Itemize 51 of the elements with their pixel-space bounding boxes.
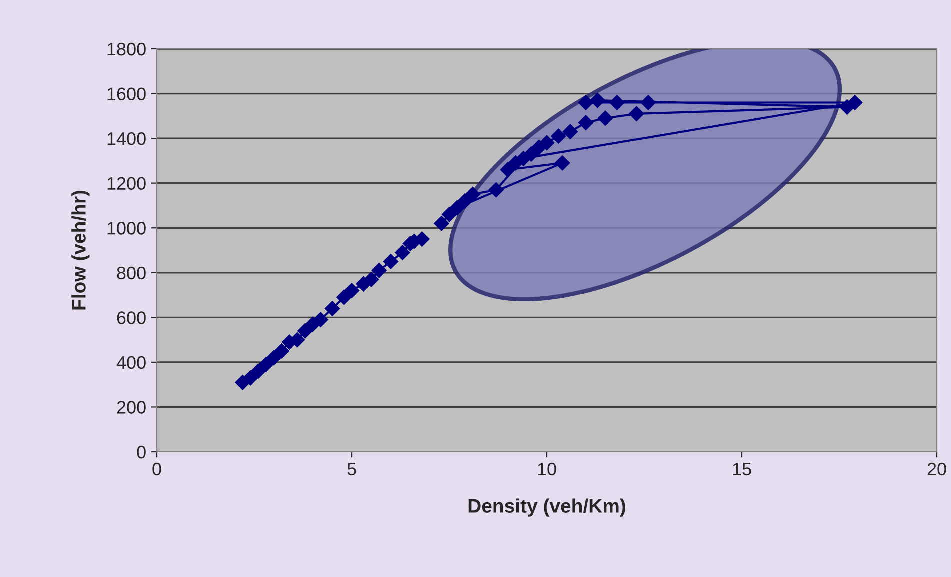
x-tick-label: 5 xyxy=(348,463,356,476)
y-tick-label: 400 xyxy=(116,356,146,370)
x-tick-label: 15 xyxy=(733,463,752,476)
y-tick-label: 200 xyxy=(117,401,146,414)
y-tick-label: 1800 xyxy=(108,42,146,56)
point xyxy=(395,245,410,260)
point xyxy=(640,95,656,110)
y-tick-label: 800 xyxy=(117,266,146,280)
point xyxy=(250,364,266,379)
y-tick-label: 1600 xyxy=(108,88,146,100)
x-tick-label: 0 xyxy=(152,462,162,476)
point xyxy=(450,200,465,216)
point xyxy=(313,312,328,328)
x-tick-label: 20 xyxy=(928,462,946,476)
point xyxy=(555,156,570,171)
y-tick-label: 1000 xyxy=(108,222,146,235)
x-axis-title: Density (veh/Km) xyxy=(468,498,626,517)
point xyxy=(434,216,450,232)
y-tick-label: 0 xyxy=(137,446,146,459)
point xyxy=(629,106,644,122)
point xyxy=(344,283,360,298)
y-axis-title: Flow (veh/hr) xyxy=(72,190,90,310)
point xyxy=(258,357,274,372)
point xyxy=(465,186,480,202)
x-tick-label: 10 xyxy=(538,462,556,476)
point xyxy=(336,290,352,306)
point xyxy=(500,162,516,178)
point xyxy=(562,124,578,140)
point xyxy=(848,95,863,110)
y-tick-label: 1400 xyxy=(108,132,146,146)
point xyxy=(372,263,387,278)
point xyxy=(598,110,614,126)
y-tick-label: 600 xyxy=(117,312,146,324)
point xyxy=(324,301,340,316)
point xyxy=(298,324,313,339)
point xyxy=(516,151,532,166)
point xyxy=(243,370,258,386)
point xyxy=(590,92,606,108)
point xyxy=(578,115,594,130)
point xyxy=(266,350,282,366)
point xyxy=(539,135,555,151)
point xyxy=(383,254,399,270)
point xyxy=(551,128,566,144)
point xyxy=(442,207,458,222)
point xyxy=(458,194,473,209)
point xyxy=(610,95,625,110)
point xyxy=(578,95,594,110)
point xyxy=(364,272,380,288)
point xyxy=(274,344,290,359)
y-tick-label: 1200 xyxy=(108,177,146,190)
point xyxy=(488,182,504,198)
